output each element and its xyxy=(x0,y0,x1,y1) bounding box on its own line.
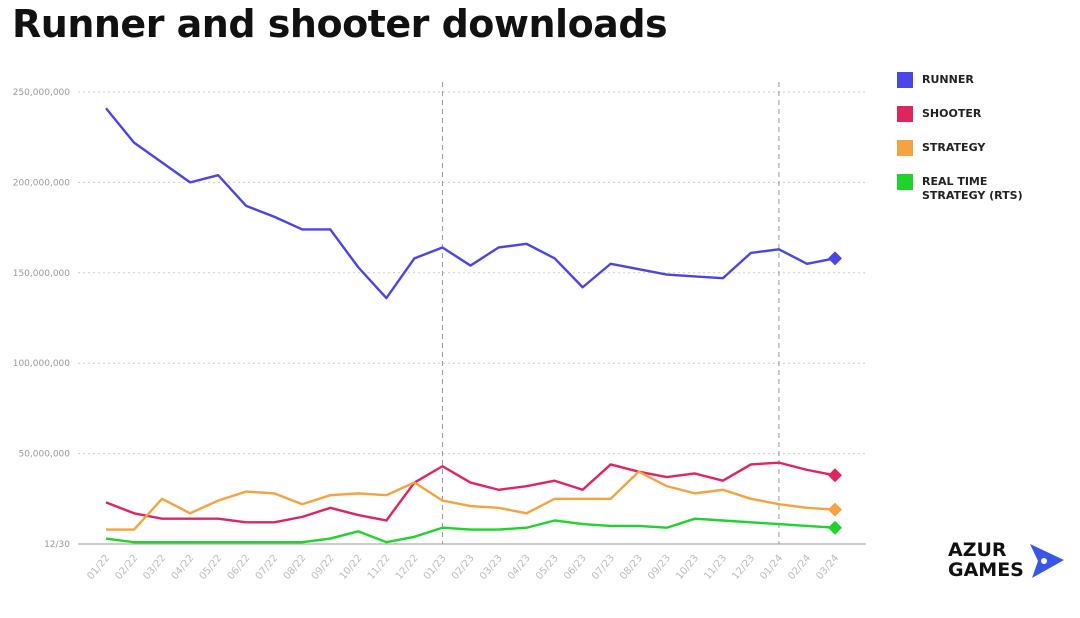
legend-item: STRATEGY xyxy=(897,140,1032,174)
x-tick-label: 04/23 xyxy=(506,553,533,582)
end-marker xyxy=(828,251,842,266)
x-tick-label: 06/23 xyxy=(562,553,589,582)
series-line xyxy=(105,517,836,544)
x-tick-label: 02/23 xyxy=(450,553,477,582)
x-tick-label: 09/22 xyxy=(310,553,337,582)
chart-title: Runner and shooter downloads xyxy=(12,2,668,46)
logo: AZUR GAMES xyxy=(948,540,1024,580)
logo-line: AZUR xyxy=(948,539,1007,561)
x-tick-label: 01/22 xyxy=(85,553,112,582)
y-tick-label: 100,000,000 xyxy=(13,359,71,369)
y-tick-label: 50,000,000 xyxy=(18,450,70,460)
x-tick-label: 10/23 xyxy=(674,553,701,582)
legend-swatch xyxy=(897,106,913,122)
y-tick-label: 150,000,000 xyxy=(13,269,71,279)
end-marker xyxy=(828,468,842,483)
x-tick-label: 05/22 xyxy=(197,553,224,582)
legend-label: REAL TIME STRATEGY (RTS) xyxy=(922,175,1023,202)
x-tick-label: 08/22 xyxy=(282,553,309,582)
x-tick-label: 07/23 xyxy=(590,553,617,582)
legend-item: RUNNER xyxy=(897,72,1032,106)
x-tick-label: 10/22 xyxy=(338,553,365,582)
x-tick-label: 01/23 xyxy=(422,553,449,582)
y-tick-label: 250,000,000 xyxy=(13,88,71,98)
legend-swatch xyxy=(897,140,913,156)
y-tick-label: 200,000,000 xyxy=(13,178,71,188)
x-tick-label: 12/22 xyxy=(394,553,421,582)
x-tick-label: 08/23 xyxy=(618,553,645,582)
x-tick-label: 03/23 xyxy=(478,553,505,582)
x-tick-label: 02/22 xyxy=(113,553,140,582)
legend-label: STRATEGY xyxy=(922,141,986,154)
legend-swatch xyxy=(897,174,913,190)
x-tick-label: 03/24 xyxy=(814,553,841,582)
x-tick-label: 03/22 xyxy=(141,553,168,582)
end-marker xyxy=(828,520,842,535)
x-tick-label: 09/23 xyxy=(646,553,673,582)
x-tick-label: 05/23 xyxy=(534,553,561,582)
series-line xyxy=(106,470,836,531)
legend-item: REAL TIME STRATEGY (RTS) xyxy=(897,174,1032,208)
x-tick-label: 06/22 xyxy=(226,553,253,582)
series-line xyxy=(105,107,836,300)
y-tick-label: 12/30 xyxy=(44,540,70,550)
end-marker xyxy=(828,502,842,517)
x-tick-label: 11/23 xyxy=(702,553,729,582)
x-tick-label: 02/24 xyxy=(786,553,813,582)
legend: RUNNER SHOOTER STRATEGY REAL TIME STRATEGY … xyxy=(897,72,1032,208)
legend-label: SHOOTER xyxy=(922,107,982,120)
x-tick-label: 11/22 xyxy=(366,553,393,582)
logo-line: GAMES xyxy=(948,559,1024,581)
x-tick-label: 07/22 xyxy=(254,553,281,582)
x-tick-label: 12/23 xyxy=(730,553,757,582)
series-line xyxy=(105,461,836,524)
legend-swatch xyxy=(897,72,913,88)
x-tick-label: 04/22 xyxy=(169,553,196,582)
legend-label: RUNNER xyxy=(922,73,974,86)
legend-item: SHOOTER xyxy=(897,106,1032,140)
x-tick-label: 01/24 xyxy=(758,553,785,582)
